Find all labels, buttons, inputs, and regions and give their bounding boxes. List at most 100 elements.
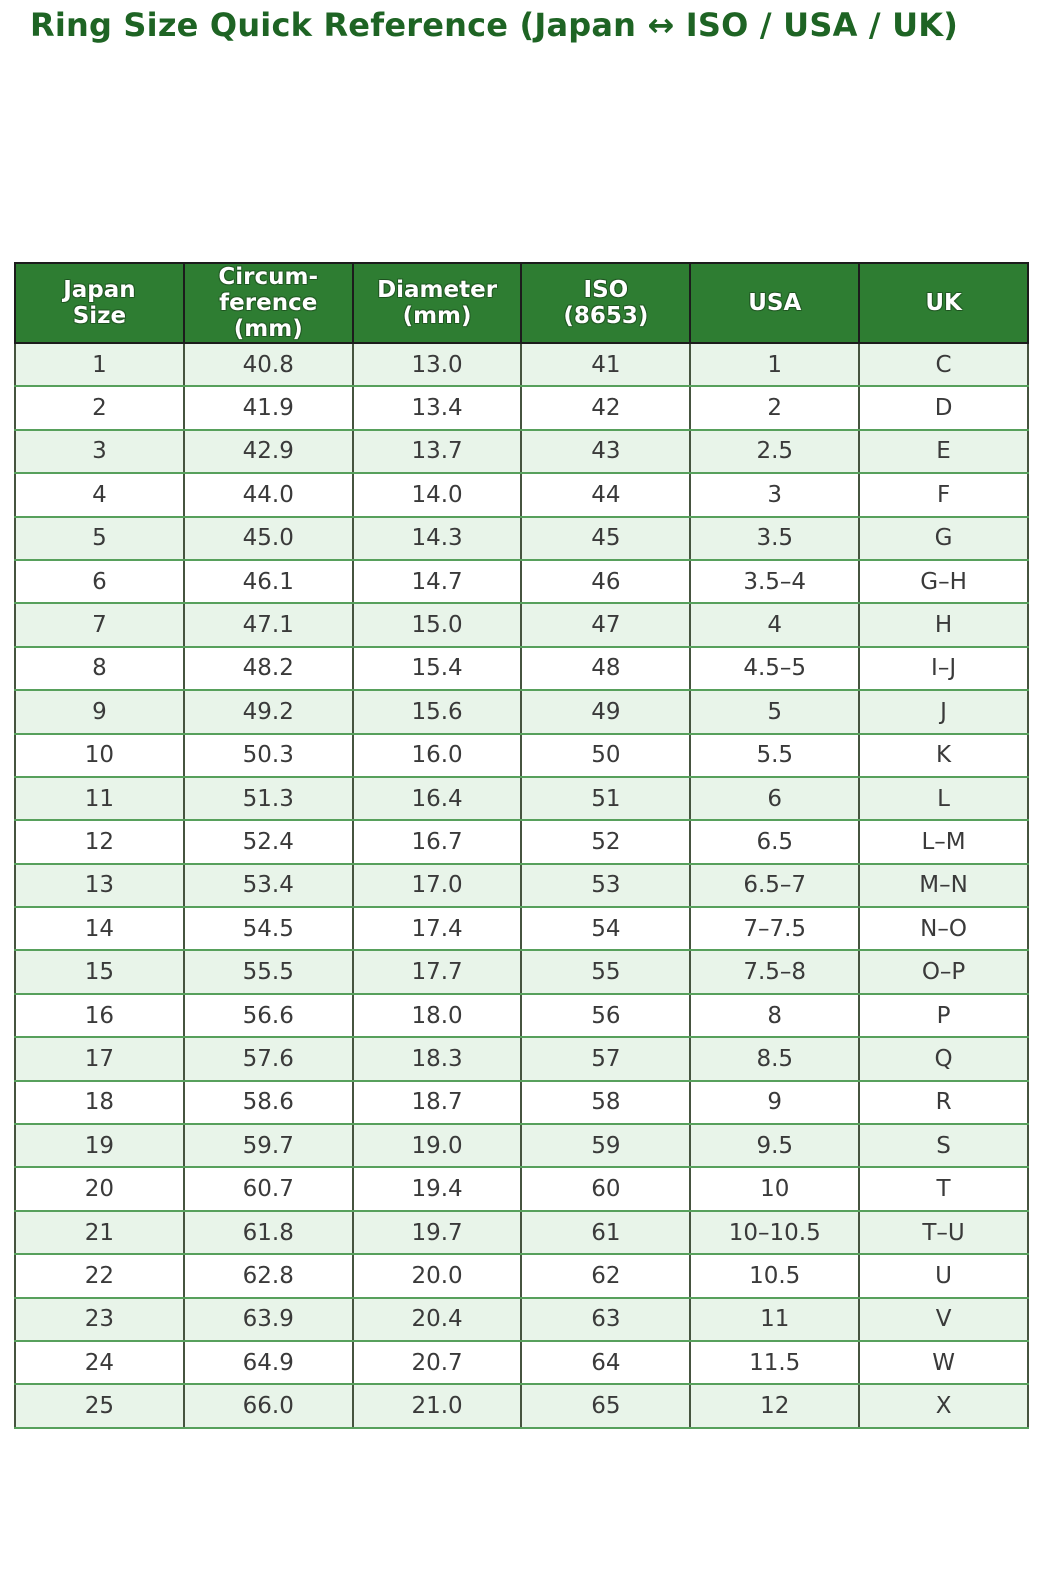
table-cell: 56 [520,992,692,1039]
table-cell: H [858,602,1029,648]
table-cell: 20.4 [351,1296,523,1342]
table-cell: I–J [858,645,1029,692]
table-cell: G–H [858,558,1029,605]
table-cell: 17.0 [351,862,523,909]
table-cell: 4 [14,472,185,518]
table-cell: 59.7 [182,1123,354,1169]
table-cell: 49.2 [182,689,354,735]
table-row: 15 55.5 17.7 55 7.5–8 O–P [14,949,1029,995]
table-header-row: Japan Size Circum- ference (mm) Diameter… [14,262,1029,344]
table-cell: 47.1 [182,602,354,648]
table-cell: 41 [520,341,692,388]
table-cell: 60 [520,1166,692,1212]
table-row: 16 56.6 18.0 56 8 P [14,992,1029,1039]
table-cell: 52.4 [182,819,354,865]
table-cell: 59 [520,1123,692,1169]
table-cell: 42 [520,385,692,431]
table-cell: 55.5 [182,949,354,995]
table-row: 2 41.9 13.4 42 2 D [14,385,1029,431]
table-cell: 5.5 [689,732,861,778]
table-cell: 53.4 [182,862,354,909]
table-cell: P [858,992,1029,1039]
table-cell: S [858,1123,1029,1169]
table-cell: 3.5–4 [689,558,861,605]
table-row: 5 45.0 14.3 45 3.5 G [14,515,1029,561]
table-cell: 16.0 [351,732,523,778]
table-cell: F [858,472,1029,518]
table-cell: 19.4 [351,1166,523,1212]
table-cell: 51.3 [182,775,354,822]
table-cell: 25 [14,1383,185,1429]
table-cell: E [858,428,1029,475]
table-cell: L–M [858,819,1029,865]
table-cell: 17.4 [351,906,523,952]
table-row: 24 64.9 20.7 64 11.5 W [14,1339,1029,1386]
table-cell: 62.8 [182,1253,354,1299]
table-cell: 9 [14,689,185,735]
table-row: 4 44.0 14.0 44 3 F [14,472,1029,518]
table-cell: Q [858,1036,1029,1082]
table-cell: 58 [520,1079,692,1126]
table-cell: 48.2 [182,645,354,692]
table-cell: X [858,1383,1029,1429]
table-row: 12 52.4 16.7 52 6.5 L–M [14,819,1029,865]
table-row: 19 59.7 19.0 59 9.5 S [14,1123,1029,1169]
table-cell: 61 [520,1209,692,1256]
table-cell: 14.7 [351,558,523,605]
table-cell: 19.7 [351,1209,523,1256]
table-cell: 50 [520,732,692,778]
table-cell: 15 [14,949,185,995]
table-header: Japan Size Circum- ference (mm) Diameter… [14,262,1029,344]
table-cell: M–N [858,862,1029,909]
table-cell: 40.8 [182,341,354,388]
table-cell: 13.0 [351,341,523,388]
table-cell: D [858,385,1029,431]
table-row: 22 62.8 20.0 62 10.5 U [14,1253,1029,1299]
table-cell: 11 [689,1296,861,1342]
table-cell: 2 [14,385,185,431]
table-cell: N–O [858,906,1029,952]
table-cell: 7 [14,602,185,648]
table-cell: 58.6 [182,1079,354,1126]
table-cell: 66.0 [182,1383,354,1429]
table-cell: 53 [520,862,692,909]
table-cell: 19 [14,1123,185,1169]
table-row: 20 60.7 19.4 60 10 T [14,1166,1029,1212]
table-cell: 54.5 [182,906,354,952]
table-cell: 23 [14,1296,185,1342]
table-cell: 48 [520,645,692,692]
table-cell: 11.5 [689,1339,861,1386]
table-row: 3 42.9 13.7 43 2.5 E [14,428,1029,475]
table-cell: 57 [520,1036,692,1082]
table-cell: 51 [520,775,692,822]
table-cell: 3 [14,428,185,475]
table-cell: 10.5 [689,1253,861,1299]
table-cell: 42.9 [182,428,354,475]
table-row: 17 57.6 18.3 57 8.5 Q [14,1036,1029,1082]
table-cell: 60.7 [182,1166,354,1212]
table-row: 1 40.8 13.0 41 1 C [14,341,1029,388]
table-cell: 14 [14,906,185,952]
table-cell: 52 [520,819,692,865]
table-row: 13 53.4 17.0 53 6.5–7 M–N [14,862,1029,909]
table-cell: 21 [14,1209,185,1256]
table-cell: 18 [14,1079,185,1126]
table-cell: 49 [520,689,692,735]
table-cell: 4 [689,602,861,648]
table-cell: 16.4 [351,775,523,822]
table-row: 25 66.0 21.0 65 12 X [14,1383,1029,1429]
table-cell: 65 [520,1383,692,1429]
table-row: 8 48.2 15.4 48 4.5–5 I–J [14,645,1029,692]
table-cell: 1 [689,341,861,388]
table-cell: 4.5–5 [689,645,861,692]
table-cell: 3.5 [689,515,861,561]
table-cell: 22 [14,1253,185,1299]
table-cell: 55 [520,949,692,995]
table-cell: 13.7 [351,428,523,475]
table-row: 23 63.9 20.4 63 11 V [14,1296,1029,1342]
table-cell: 13 [14,862,185,909]
page-title: Ring Size Quick Reference (Japan ↔ ISO /… [30,6,959,44]
table-cell: 64 [520,1339,692,1386]
table-cell: 5 [689,689,861,735]
table-cell: 16 [14,992,185,1039]
